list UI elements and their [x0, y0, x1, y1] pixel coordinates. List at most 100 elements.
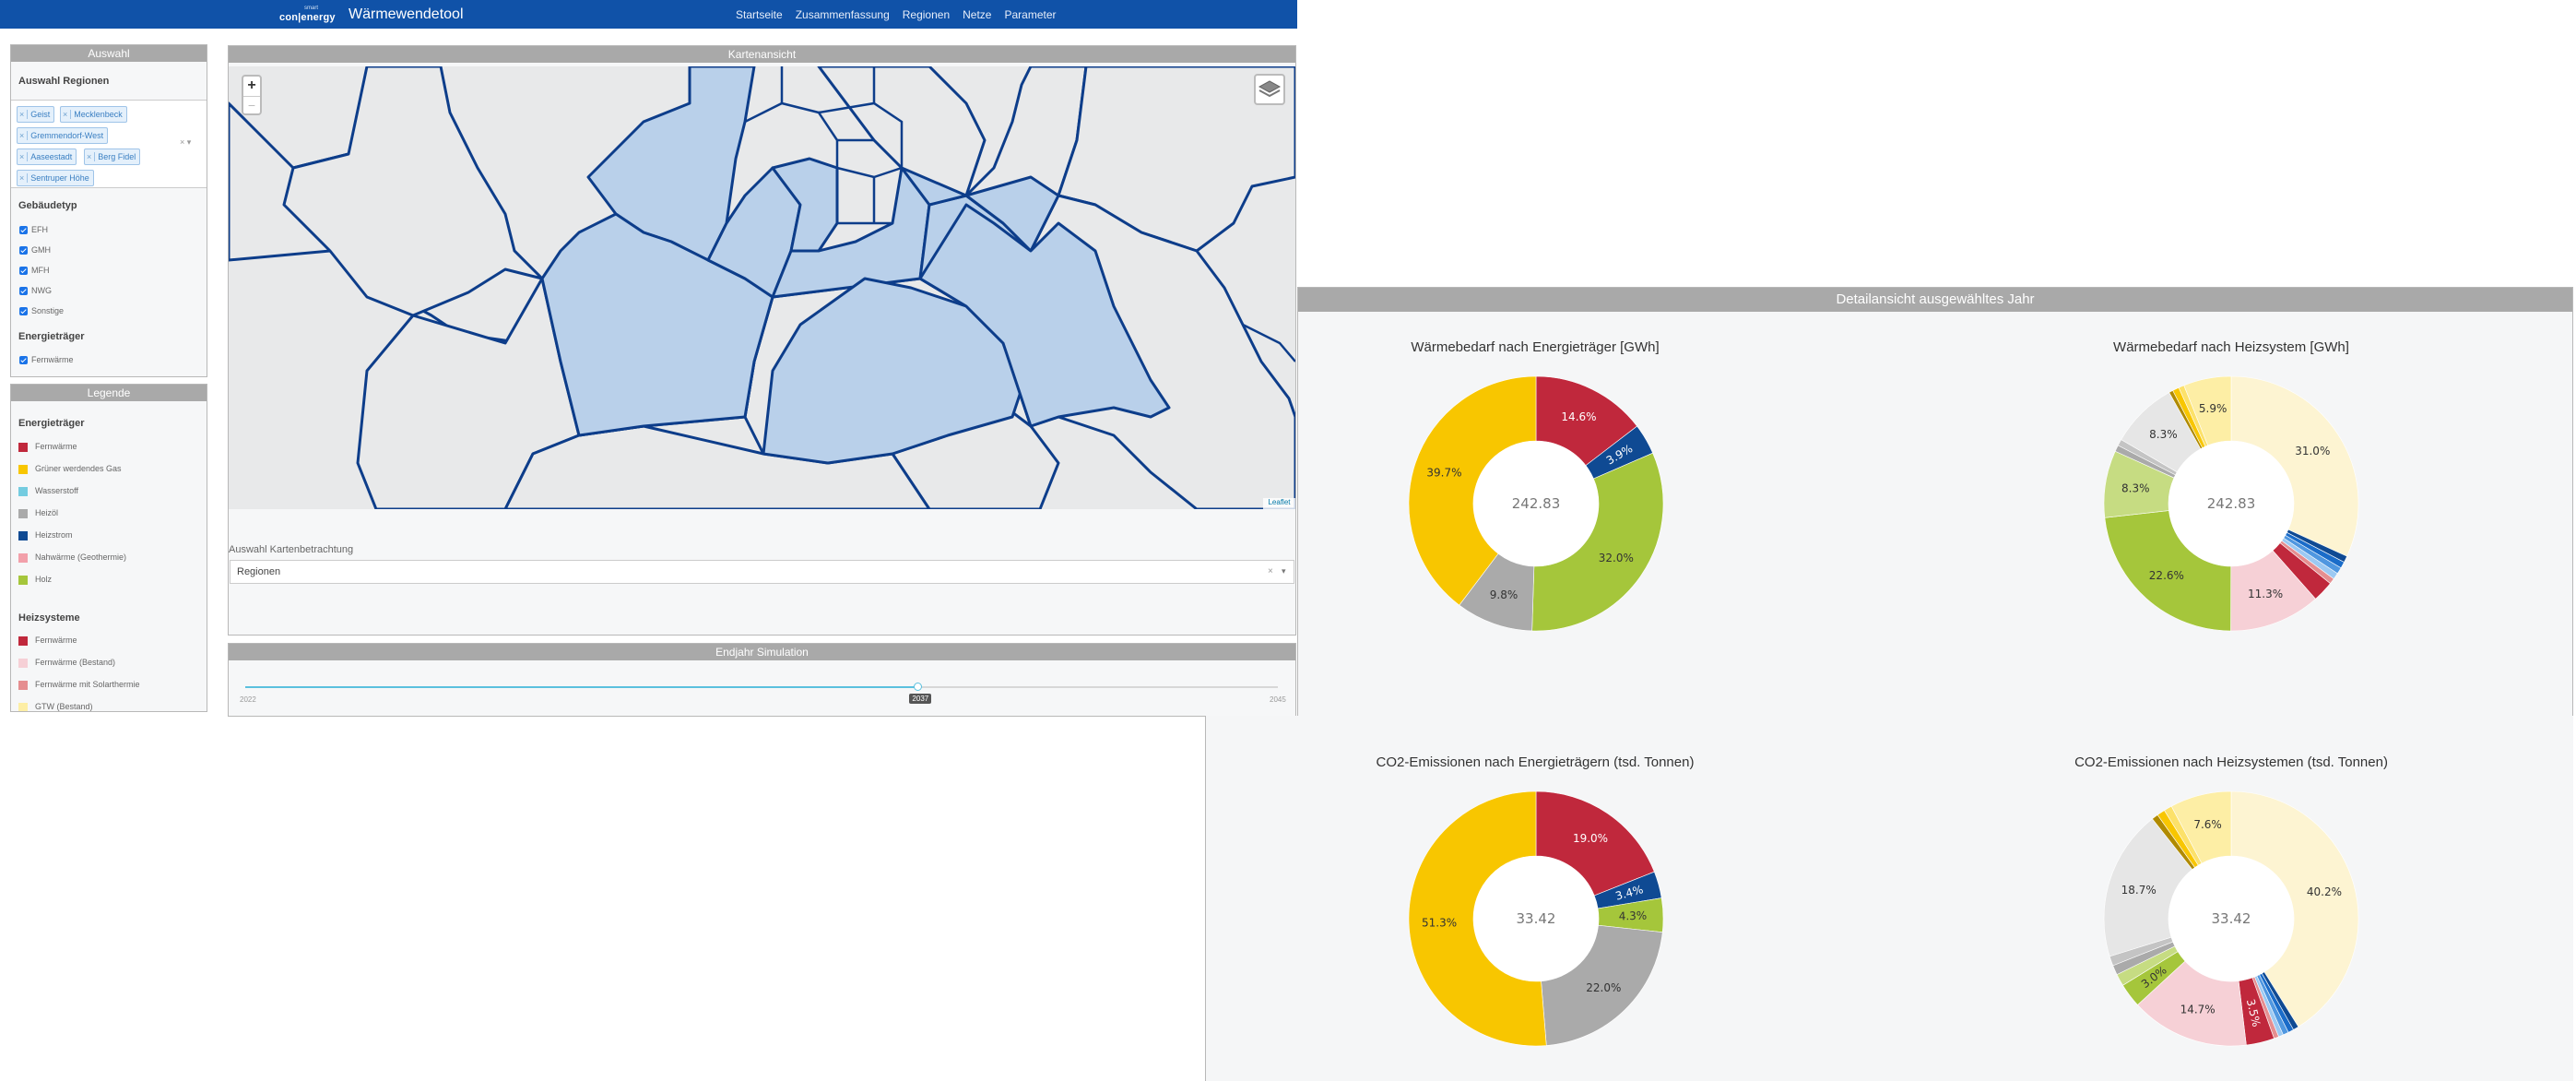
donut-slice[interactable] — [2170, 790, 2232, 864]
kartenbetrachtung-label: Auswahl Kartenbetrachtung — [229, 544, 354, 555]
slice-label: 3.5% — [2244, 998, 2263, 1028]
slice-label: 8.3% — [2121, 482, 2150, 495]
legend-swatch — [18, 636, 28, 646]
checkbox-icon[interactable] — [19, 246, 28, 255]
layers-icon — [1258, 80, 1282, 98]
legend-label: Nahwärme (Geothermie) — [35, 552, 127, 562]
simulation-panel-title: Endjahr Simulation — [229, 644, 1295, 660]
remove-tag-icon[interactable]: × — [87, 152, 96, 161]
legend-label: Fernwärme — [35, 442, 77, 451]
legend-swatch — [18, 508, 28, 518]
checkbox-icon[interactable] — [19, 307, 28, 316]
checkbox-gmh[interactable]: GMH — [19, 245, 51, 255]
year-slider-handle[interactable] — [914, 683, 923, 691]
remove-tag-icon[interactable]: × — [19, 131, 29, 140]
gebaeudetyp-title: Gebäudetyp — [18, 200, 77, 211]
layers-button[interactable] — [1254, 74, 1285, 105]
legend-swatch — [18, 552, 28, 563]
legend-swatch — [18, 575, 28, 585]
checkbox-icon[interactable] — [19, 267, 28, 276]
region-tag[interactable]: × Gremmendorf-West — [17, 127, 109, 144]
chart-title-waerme-energietraeger: Wärmebedarf nach Energieträger [GWh] — [1411, 339, 1660, 355]
checkbox-icon[interactable] — [19, 356, 28, 365]
nav-parameter[interactable]: Parameter — [1004, 8, 1057, 21]
remove-tag-icon[interactable]: × — [19, 173, 29, 183]
chevron-down-icon[interactable]: ▾ — [1282, 566, 1286, 576]
main-nav: Startseite Zusammenfassung Regionen Netze Pa… — [736, 8, 1069, 21]
region-tag[interactable]: × Geist — [17, 106, 55, 123]
slice-label: 40.2% — [2307, 885, 2342, 898]
slice-label: 22.0% — [1586, 981, 1621, 994]
energietraeger-legend-item: Holz — [18, 575, 52, 585]
checkbox-sonstige[interactable]: Sonstige — [19, 306, 64, 316]
legend-label: Heizstrom — [35, 530, 73, 540]
slice-label: 7.6% — [2193, 818, 2222, 831]
region-tag[interactable]: × Aaseestadt — [17, 148, 77, 165]
heizsystem-legend-item: Fernwärme mit Solarthermie — [18, 680, 140, 690]
donut-chart-1: 31.0% 11.3% 22.6% 8.3% 8.3% 5.9% 242.83 — [2103, 375, 2359, 632]
slice-label: 14.7% — [2180, 1003, 2216, 1016]
year-slider-track[interactable]: 2037 — [245, 683, 1278, 704]
donut-center-total: 33.42 — [1517, 910, 1556, 927]
nav-netze[interactable]: Netze — [963, 8, 992, 21]
legend-label: Fernwärme mit Solarthermie — [35, 680, 140, 689]
donut-slice[interactable] — [2104, 510, 2232, 632]
remove-tag-icon[interactable]: × — [19, 110, 29, 119]
brand-logo[interactable]: smart con|energy — [279, 6, 336, 24]
brand-small-text: smart — [304, 6, 318, 11]
checkbox-icon[interactable] — [19, 287, 28, 296]
region-map[interactable] — [229, 66, 1295, 509]
year-slider-fill — [245, 686, 919, 688]
detail-panel-title: Detailansicht ausgewähltes Jahr — [1298, 288, 2572, 312]
clear-icon[interactable]: × — [1268, 566, 1273, 576]
slice-label: 5.9% — [2199, 402, 2227, 415]
donut-center-total: 242.83 — [2207, 495, 2256, 512]
chart-title-co2-heizsystem: CO2-Emissionen nach Heizsystemen (tsd. T… — [2074, 754, 2388, 770]
kartenbetrachtung-select[interactable]: Regionen × ▾ — [230, 560, 1294, 584]
energietraeger-legend-item: Wasserstoff — [18, 486, 78, 496]
nav-startseite[interactable]: Startseite — [736, 8, 783, 21]
legend-label: Fernwärme (Bestand) — [35, 658, 116, 667]
slice-label: 11.3% — [2248, 588, 2283, 600]
checkbox-fernwaerme[interactable]: Fernwärme — [19, 355, 74, 365]
checkbox-icon[interactable] — [19, 226, 28, 235]
map-view[interactable]: + − Leaflet — [229, 66, 1295, 509]
donut-hole — [2168, 856, 2294, 981]
heizsystem-legend-item: GTW (Bestand) — [18, 702, 93, 711]
slice-label: 39.7% — [1426, 467, 1461, 480]
nav-regionen[interactable]: Regionen — [902, 8, 951, 21]
auswahl-panel-title: Auswahl — [11, 45, 207, 62]
slice-label: 18.7% — [2121, 884, 2157, 897]
legend-label: GTW (Bestand) — [35, 702, 93, 711]
energietraeger-legend-item: Grüner werdendes Gas — [18, 464, 122, 474]
slice-label: 9.8% — [1490, 588, 1518, 601]
region-tag[interactable]: × Berg Fidel — [84, 148, 141, 165]
legend-energietraeger-title: Energieträger — [18, 418, 85, 429]
legend-swatch — [18, 702, 28, 711]
donut-hole — [1473, 856, 1599, 981]
slider-max-label: 2045 — [1270, 695, 1286, 704]
donut-chart-2: 19.0%3.4%4.3%22.0%51.3% 33.42 — [1408, 790, 1664, 1047]
donut-slice[interactable] — [1408, 790, 1547, 1047]
app-title[interactable]: Wärmewendetool — [349, 6, 464, 22]
energietraeger-title: Energieträger — [18, 331, 85, 342]
zoom-in-button[interactable]: + — [243, 77, 260, 97]
energietraeger-legend-item: Nahwärme (Geothermie) — [18, 552, 126, 563]
checkbox-nwg[interactable]: NWG — [19, 286, 52, 296]
year-slider-value: 2037 — [909, 694, 932, 704]
remove-tag-icon[interactable]: × — [63, 110, 72, 119]
zoom-out-button[interactable]: − — [247, 98, 256, 113]
region-tag[interactable]: × Sentruper Höhe — [17, 170, 94, 186]
region-tag[interactable]: × Mecklenbeck — [60, 106, 127, 123]
map-attribution[interactable]: Leaflet — [1263, 498, 1295, 509]
legend-swatch — [18, 530, 28, 540]
clear-icon[interactable]: × ▾ — [180, 137, 192, 147]
checkbox-mfh[interactable]: MFH — [19, 266, 50, 276]
energietraeger-legend-item: Fernwärme — [18, 442, 77, 452]
region-multiselect[interactable]: × Geist × Mecklenbeck × Gremmendorf-West × A… — [11, 100, 207, 188]
remove-tag-icon[interactable]: × — [19, 152, 29, 161]
nav-zusammenfassung[interactable]: Zusammenfassung — [795, 8, 890, 21]
donut-hole — [1473, 441, 1599, 566]
checkbox-efh[interactable]: EFH — [19, 225, 48, 235]
